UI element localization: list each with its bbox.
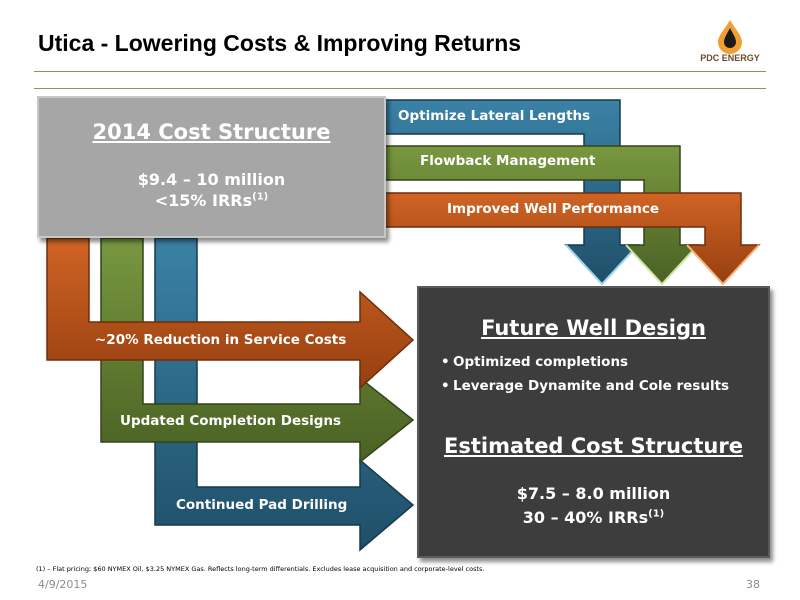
arrow-improved-well-performance	[384, 192, 761, 286]
label-reduction-service-costs: ~20% Reduction in Service Costs	[95, 332, 347, 348]
future-bullet-text: Optimized completions	[453, 354, 629, 370]
slide-date: 4/9/2015	[38, 578, 88, 591]
current-irr-footnote-ref: (1)	[252, 191, 269, 203]
future-title: Future Well Design	[481, 316, 706, 340]
footnote: (1) – Flat pricing; $60 NYMEX Oil, $3.25…	[36, 565, 485, 573]
flame-drop-icon	[718, 20, 742, 54]
slide-title: Utica - Lowering Costs & Improving Retur…	[38, 30, 522, 56]
current-cost-box: 2014 Cost Structure $9.4 – 10 million <1…	[37, 96, 386, 238]
estimated-irr-footnote-ref: (1)	[648, 508, 665, 520]
future-well-design-box: Future Well Design • Optimized completion…	[417, 286, 770, 558]
label-updated-completion-designs: Updated Completion Designs	[120, 413, 342, 429]
label-flowback-management: Flowback Management	[420, 153, 596, 169]
current-cost-title: 2014 Cost Structure	[92, 120, 331, 144]
estimated-irr-text: 30 – 40% IRRs	[522, 508, 649, 527]
estimated-cost-irr: 30 – 40% IRRs(1)	[419, 508, 768, 527]
company-logo: PDC ENERGY	[690, 18, 770, 70]
estimated-cost-range: $7.5 – 8.0 million	[516, 484, 671, 503]
future-bullet-2: • Leverage Dynamite and Cole results	[441, 378, 729, 394]
arrow-optimize-lateral-lengths	[384, 99, 640, 286]
title-rule-top	[34, 71, 766, 72]
arrow-continued-pad-drilling	[154, 237, 415, 552]
bullet-icon: •	[441, 378, 450, 394]
label-optimize-lateral-lengths: Optimize Lateral Lengths	[398, 108, 591, 124]
future-bullet-text: Leverage Dynamite and Cole results	[453, 378, 730, 394]
page-number: 38	[746, 578, 760, 591]
current-cost-irr: <15% IRRs(1)	[39, 191, 384, 210]
label-improved-well-performance: Improved Well Performance	[447, 201, 659, 217]
title-rule-bottom	[34, 88, 766, 89]
arrow-reduction-service-costs	[46, 237, 415, 390]
label-continued-pad-drilling: Continued Pad Drilling	[176, 497, 348, 513]
current-cost-range: $9.4 – 10 million	[137, 170, 286, 189]
estimated-cost-title: Estimated Cost Structure	[444, 434, 743, 458]
future-bullet-1: • Optimized completions	[441, 354, 628, 370]
current-irr-text: <15% IRRs	[154, 191, 253, 210]
logo-text: PDC ENERGY	[700, 53, 760, 63]
arrow-updated-completion-designs	[100, 237, 415, 464]
bullet-icon: •	[441, 354, 450, 370]
